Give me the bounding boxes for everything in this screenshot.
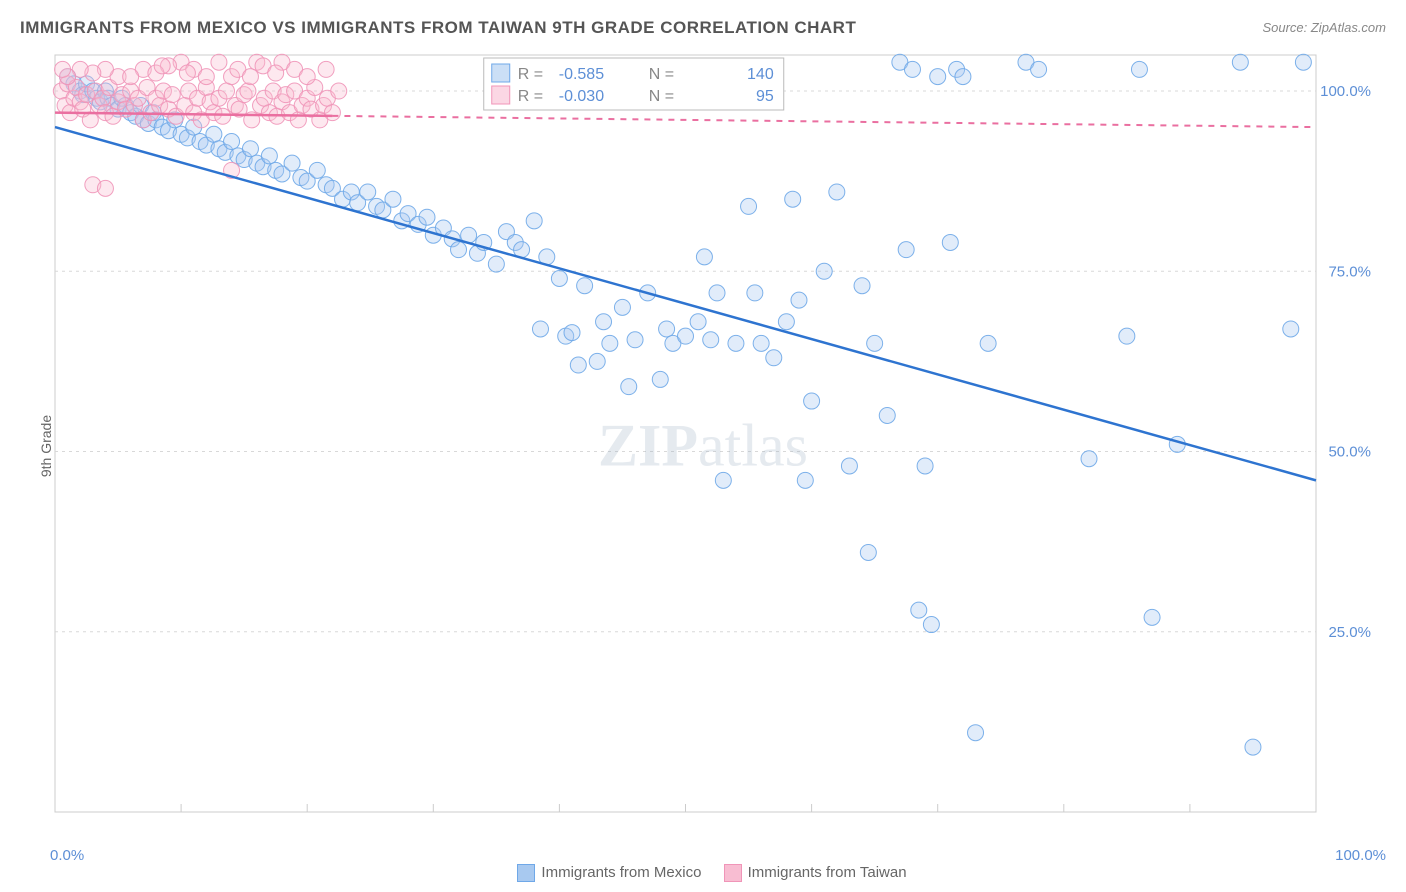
svg-text:25.0%: 25.0%: [1328, 624, 1371, 641]
svg-text:R =: R =: [518, 66, 543, 83]
source-attribution: Source: ZipAtlas.com: [1262, 20, 1386, 35]
legend-swatch-mexico: [517, 864, 535, 882]
chart-area: 25.0% 50.0% 75.0% 100.0% R = -0.585 N = 140 R =-…: [50, 50, 1386, 842]
svg-text:-0.030: -0.030: [559, 88, 604, 105]
chart-title: IMMIGRANTS FROM MEXICO VS IMMIGRANTS FRO…: [20, 18, 856, 38]
svg-text:-0.585: -0.585: [559, 66, 604, 83]
svg-text:100.0%: 100.0%: [1320, 83, 1371, 100]
svg-text:75.0%: 75.0%: [1328, 263, 1371, 280]
scatter-chart-svg: 25.0% 50.0% 75.0% 100.0% R = -0.585 N = 140 R =-…: [50, 50, 1386, 842]
x-tick-max: 100.0%: [1335, 847, 1386, 864]
svg-text:N =: N =: [649, 66, 674, 83]
bottom-legend: Immigrants from Mexico Immigrants from T…: [0, 864, 1406, 882]
svg-text:50.0%: 50.0%: [1328, 444, 1371, 461]
svg-text:R =: R =: [518, 88, 543, 105]
x-tick-min: 0.0%: [50, 847, 84, 864]
legend-swatch-taiwan: [724, 864, 742, 882]
svg-text:140: 140: [747, 66, 774, 83]
source-link[interactable]: ZipAtlas.com: [1311, 20, 1386, 35]
source-prefix: Source:: [1262, 20, 1310, 35]
legend-label-mexico: Immigrants from Mexico: [541, 864, 701, 881]
svg-text:N =: N =: [649, 88, 674, 105]
svg-text:95: 95: [756, 88, 774, 105]
legend-label-taiwan: Immigrants from Taiwan: [748, 864, 907, 881]
